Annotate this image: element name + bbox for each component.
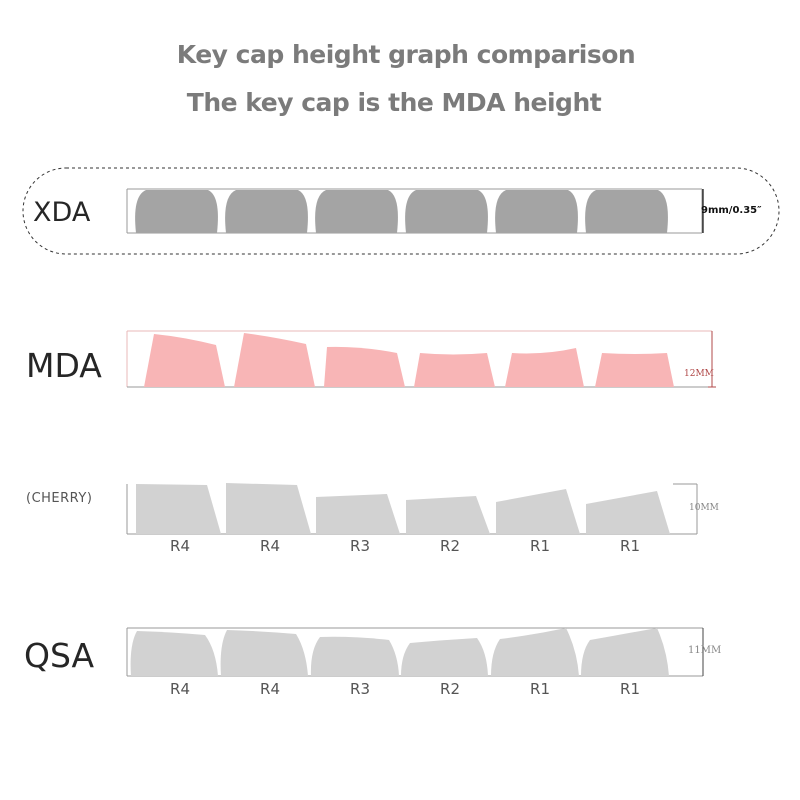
cherry-row-label: R1 [620, 537, 640, 555]
qsa-row-label: R3 [350, 680, 370, 698]
mda-dimension-bar [708, 331, 716, 388]
cherry-profile-label: (CHERRY) [26, 491, 93, 506]
qsa-profile-label: QSA [24, 636, 95, 675]
xda-keycap [495, 190, 578, 233]
qsa-row-label: R2 [440, 680, 460, 698]
cherry-keycap [226, 483, 311, 534]
mda-guides [126, 330, 712, 387]
qsa-keycap [401, 638, 488, 676]
cherry-keycap [316, 494, 400, 534]
mda-keycap [324, 346, 405, 387]
qsa-height-label: 11MM [688, 645, 722, 656]
xda-keycap [225, 190, 308, 233]
cherry-row-label: R1 [530, 537, 550, 555]
cherry-keycap [496, 489, 580, 534]
qsa-row-label: R1 [620, 680, 640, 698]
mda-keycap [144, 334, 225, 387]
mda-height-label: 12MM [684, 369, 714, 379]
qsa-keycap [310, 636, 399, 676]
qsa-keycap [491, 628, 579, 676]
cherry-row-label: R4 [260, 537, 280, 555]
cherry-row-label: R3 [350, 537, 370, 555]
cherry-keycaps [136, 483, 670, 534]
qsa-keycap [130, 631, 218, 676]
mda-keycap [414, 353, 495, 387]
mda-profile-label: MDA [26, 346, 102, 385]
qsa-row-label: R1 [530, 680, 550, 698]
cherry-keycap [406, 496, 490, 534]
qsa-row-label: R4 [260, 680, 280, 698]
xda-keycap [405, 190, 488, 233]
mda-keycap [505, 348, 584, 387]
qsa-keycaps [130, 628, 669, 676]
xda-profile-label: XDA [33, 197, 91, 228]
xda-keycaps [135, 190, 668, 233]
mda-keycap [595, 353, 674, 387]
qsa-row-label: R4 [170, 680, 190, 698]
xda-keycap [135, 190, 218, 233]
qsa-keycap [220, 630, 308, 676]
mda-keycap [234, 333, 315, 387]
mda-keycaps [144, 333, 674, 387]
cherry-row-label: R2 [440, 537, 460, 555]
qsa-keycap [581, 628, 669, 676]
xda-keycap [315, 190, 398, 233]
xda-keycap [585, 190, 668, 233]
cherry-keycap [586, 491, 670, 534]
cherry-height-label: 10MM [689, 503, 719, 513]
cherry-keycap [136, 484, 221, 534]
page-title: Key cap height graph comparison [176, 40, 636, 69]
xda-highlight-outline [22, 167, 780, 255]
xda-height-label: 9mm/0.35″ [701, 205, 762, 216]
cherry-row-label: R4 [170, 537, 190, 555]
page-subtitle: The key cap is the MDA height [186, 88, 602, 117]
